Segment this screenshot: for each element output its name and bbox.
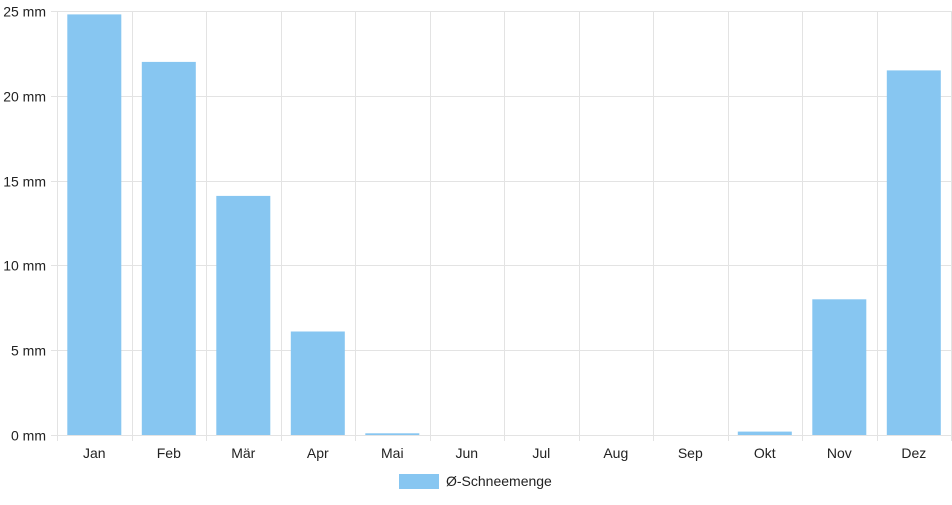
bar-feb (141, 61, 196, 436)
bar-dez (886, 70, 941, 436)
y-axis-ticks: 0 mm 5 mm 10 mm 15 mm 20 mm 25 mm (3, 4, 46, 444)
y-tick-label: 15 mm (3, 174, 46, 190)
y-tick-label: 25 mm (3, 4, 46, 20)
bar-mär (216, 195, 271, 435)
legend-label[interactable]: Ø-Schneemenge (446, 473, 552, 489)
bar-mai (365, 433, 420, 435)
x-tick-label: Jan (83, 445, 106, 461)
x-tick-label: Jun (456, 445, 479, 461)
y-tick-label: 5 mm (11, 343, 46, 359)
bar-nov (812, 299, 867, 435)
x-tick-label: Jul (532, 445, 550, 461)
x-tick-label: Sep (678, 445, 703, 461)
bar-jan (67, 14, 122, 436)
x-tick-label: Dez (901, 445, 926, 461)
y-tick-label: 20 mm (3, 89, 46, 105)
y-tick-label: 10 mm (3, 258, 46, 274)
x-tick-label: Apr (307, 445, 329, 461)
x-tick-label: Mär (231, 445, 255, 461)
legend[interactable]: Ø-Schneemenge (399, 473, 552, 489)
bars (67, 14, 941, 436)
x-tick-label: Nov (827, 445, 852, 461)
bar-apr (290, 331, 345, 435)
x-tick-label: Mai (381, 445, 404, 461)
x-tick-label: Aug (603, 445, 628, 461)
legend-swatch[interactable] (399, 474, 439, 489)
x-tick-label: Feb (157, 445, 181, 461)
y-tick-label: 0 mm (11, 428, 46, 444)
x-tick-label: Okt (754, 445, 776, 461)
x-axis-ticks: Jan Feb Mär Apr Mai Jun Jul Aug Sep Okt Nov Dez (83, 445, 926, 461)
bar-okt (737, 431, 792, 435)
grid-lines (51, 11, 952, 441)
